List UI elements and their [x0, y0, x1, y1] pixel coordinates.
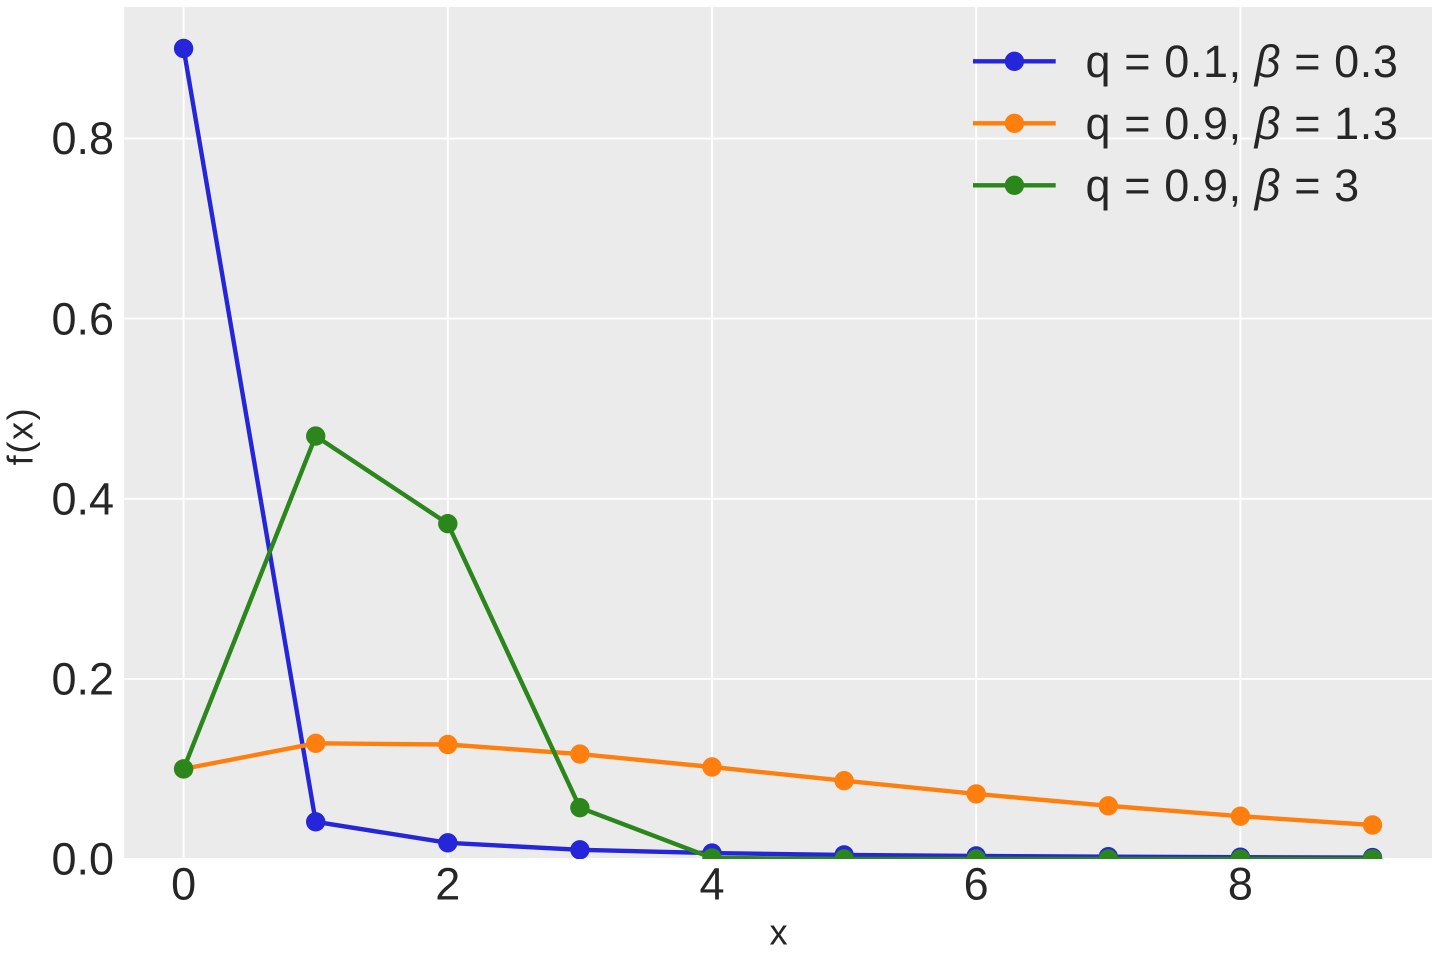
svg-text:2: 2: [435, 859, 460, 910]
svg-text:0.8: 0.8: [51, 113, 114, 164]
svg-text:0: 0: [171, 859, 196, 910]
svg-text:q = 0.1, β = 0.3: q = 0.1, β = 0.3: [1086, 36, 1399, 87]
svg-text:8: 8: [1228, 859, 1253, 910]
svg-text:4: 4: [699, 859, 724, 910]
svg-text:f(x): f(x): [0, 407, 41, 466]
svg-text:0.2: 0.2: [51, 654, 114, 705]
svg-text:0.0: 0.0: [51, 834, 114, 885]
svg-text:q = 0.9, β = 1.3: q = 0.9, β = 1.3: [1086, 98, 1399, 149]
svg-text:x: x: [769, 912, 787, 953]
svg-text:q = 0.9, β = 3: q = 0.9, β = 3: [1086, 160, 1360, 211]
svg-text:0.4: 0.4: [51, 474, 114, 525]
svg-text:6: 6: [964, 859, 989, 910]
svg-text:0.6: 0.6: [51, 293, 114, 344]
